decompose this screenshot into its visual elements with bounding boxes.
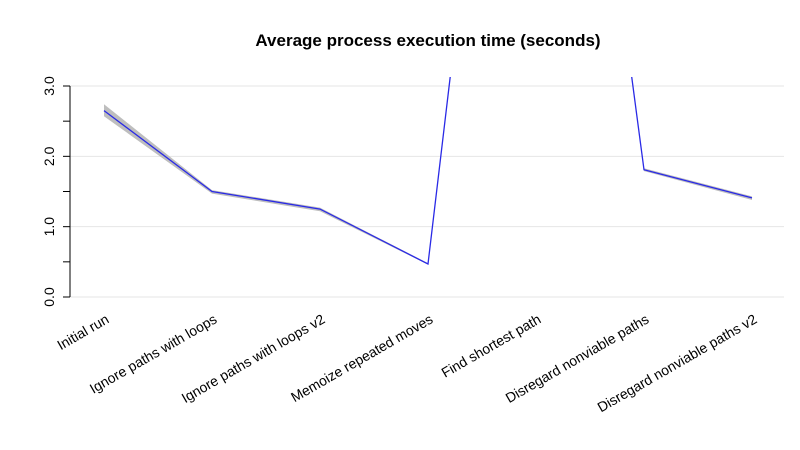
series-line — [103, 77, 753, 265]
y-tick-label: 0.0 — [41, 287, 57, 307]
grid — [70, 85, 784, 298]
y-tick-label: 2.0 — [41, 146, 57, 166]
y-tick-label: 3.0 — [41, 76, 57, 96]
x-tick-label: Initial run — [54, 311, 111, 353]
plot-area — [103, 77, 753, 265]
y-tick-label: 1.0 — [41, 217, 57, 237]
chart-title: Average process execution time (seconds) — [255, 31, 600, 50]
x-tick-label: Find shortest path — [438, 311, 543, 381]
